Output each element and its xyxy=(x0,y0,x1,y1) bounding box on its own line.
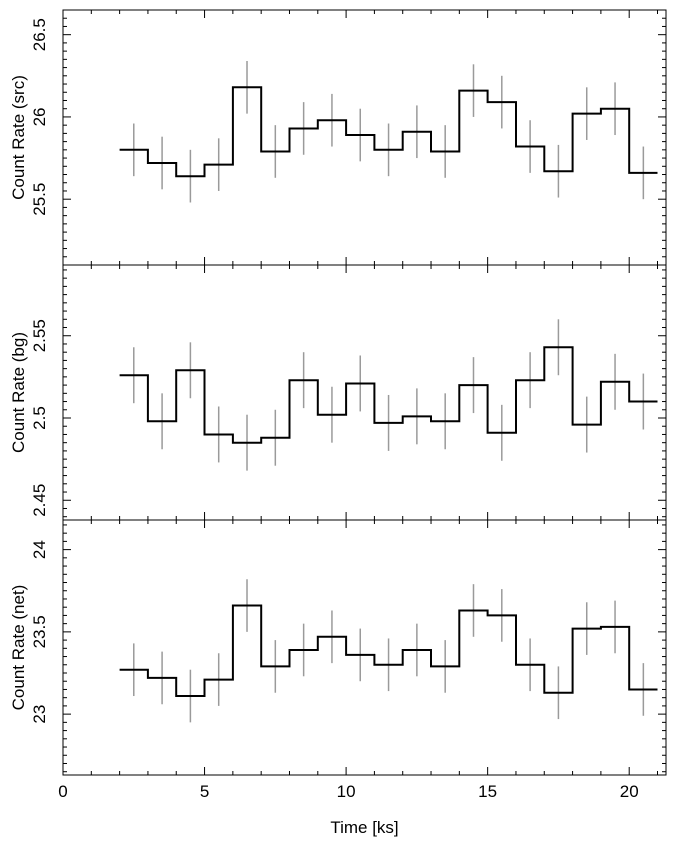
y-tick-label: 26 xyxy=(30,107,49,126)
x-tick-label: 10 xyxy=(337,782,356,801)
light-curve-step xyxy=(119,346,658,444)
y-tick-label: 2.45 xyxy=(30,484,49,517)
y-tick-label: 2.5 xyxy=(30,406,49,430)
y-tick-label: 23 xyxy=(30,705,49,724)
y-axis-label: Count Rate (net) xyxy=(9,585,28,711)
x-tick-label: 0 xyxy=(58,782,67,801)
y-axis-label: Count Rate (src) xyxy=(9,75,28,200)
plot-frame xyxy=(62,519,667,776)
panel-1: 25.5 26 26.5 Count Rate (src) xyxy=(9,9,667,266)
plot-frame xyxy=(62,264,667,521)
y-axis-label: Count Rate (bg) xyxy=(9,332,28,453)
light-curve-step xyxy=(119,86,658,178)
y-tick-label: 24 xyxy=(30,540,49,559)
y-tick-label: 2.55 xyxy=(30,319,49,352)
x-tick-label: 15 xyxy=(478,782,497,801)
plot-frame xyxy=(62,9,667,266)
y-tick-label: 25.5 xyxy=(30,183,49,216)
y-tick-label: 26.5 xyxy=(30,18,49,51)
x-tick-label: 20 xyxy=(620,782,639,801)
x-axis-label: Time [ks] xyxy=(330,818,398,837)
y-tick-label: 23.5 xyxy=(30,615,49,648)
panel-3: 23 23.5 24 Count Rate (net) xyxy=(9,519,667,776)
light-curve-step xyxy=(119,604,658,697)
x-tick-label: 5 xyxy=(200,782,209,801)
